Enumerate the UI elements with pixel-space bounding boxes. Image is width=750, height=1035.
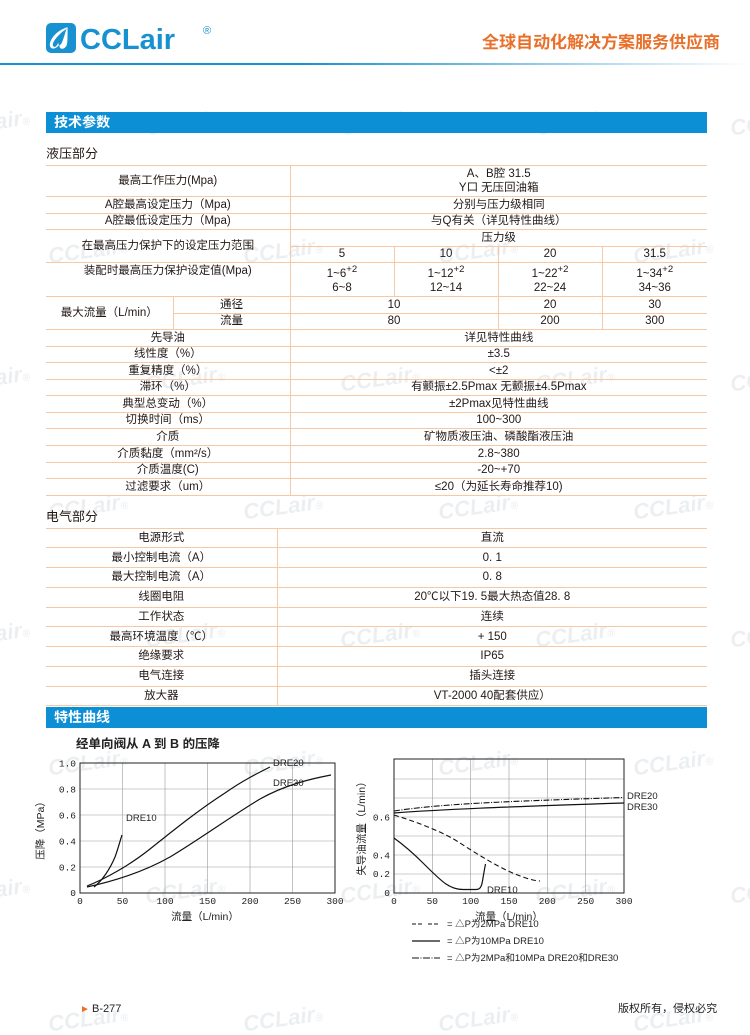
svg-text:0.4: 0.4 xyxy=(59,837,76,848)
svg-text:0.2: 0.2 xyxy=(373,869,390,880)
svg-text:50: 50 xyxy=(117,896,129,907)
svg-text:DRE30: DRE30 xyxy=(273,778,304,789)
svg-text:0.2: 0.2 xyxy=(59,863,76,874)
svg-text:50: 50 xyxy=(427,896,439,907)
svg-text:100: 100 xyxy=(462,896,479,907)
svg-text:0: 0 xyxy=(391,896,397,907)
svg-text:B-277: B-277 xyxy=(92,1003,121,1015)
svg-text:0: 0 xyxy=(77,896,83,907)
svg-text:= △P为10MPa DRE10: = △P为10MPa DRE10 xyxy=(447,936,544,947)
svg-text:0.6: 0.6 xyxy=(373,813,390,824)
svg-text:DRE20: DRE20 xyxy=(273,758,304,769)
svg-text:250: 250 xyxy=(284,896,301,907)
svg-text:失导油流量（L/min）: 失导油流量（L/min） xyxy=(356,777,368,876)
svg-text:300: 300 xyxy=(326,896,343,907)
svg-text:压降（MPa）: 压降（MPa） xyxy=(35,797,47,861)
svg-text:0.8: 0.8 xyxy=(59,785,76,796)
svg-text:200: 200 xyxy=(241,896,258,907)
svg-text:0: 0 xyxy=(384,888,390,899)
svg-text:250: 250 xyxy=(577,896,594,907)
svg-text:DRE10: DRE10 xyxy=(126,813,157,824)
svg-text:1.0: 1.0 xyxy=(59,759,76,770)
svg-text:150: 150 xyxy=(500,896,517,907)
svg-text:0: 0 xyxy=(70,888,76,899)
svg-text:0.6: 0.6 xyxy=(59,811,76,822)
svg-text:►: ► xyxy=(80,1004,90,1015)
svg-text:= △P为2MPa和10MPa DRE20和DRE30: = △P为2MPa和10MPa DRE20和DRE30 xyxy=(447,953,618,964)
svg-text:300: 300 xyxy=(615,896,632,907)
svg-text:DRE20: DRE20 xyxy=(627,791,658,802)
svg-text:经单向阀从 A 到 B 的压降: 经单向阀从 A 到 B 的压降 xyxy=(76,736,220,751)
svg-text:DRE10: DRE10 xyxy=(487,885,518,896)
svg-text:0.4: 0.4 xyxy=(373,851,390,862)
svg-text:100: 100 xyxy=(156,896,173,907)
svg-text:版权所有，侵权必究: 版权所有，侵权必究 xyxy=(618,1002,717,1015)
svg-text:流量（L/min）: 流量（L/min） xyxy=(171,911,239,923)
svg-text:DRE30: DRE30 xyxy=(627,802,658,813)
svg-text:150: 150 xyxy=(199,896,216,907)
svg-text:= △P为2MPa DRE10: = △P为2MPa DRE10 xyxy=(447,919,539,930)
svg-text:200: 200 xyxy=(539,896,556,907)
